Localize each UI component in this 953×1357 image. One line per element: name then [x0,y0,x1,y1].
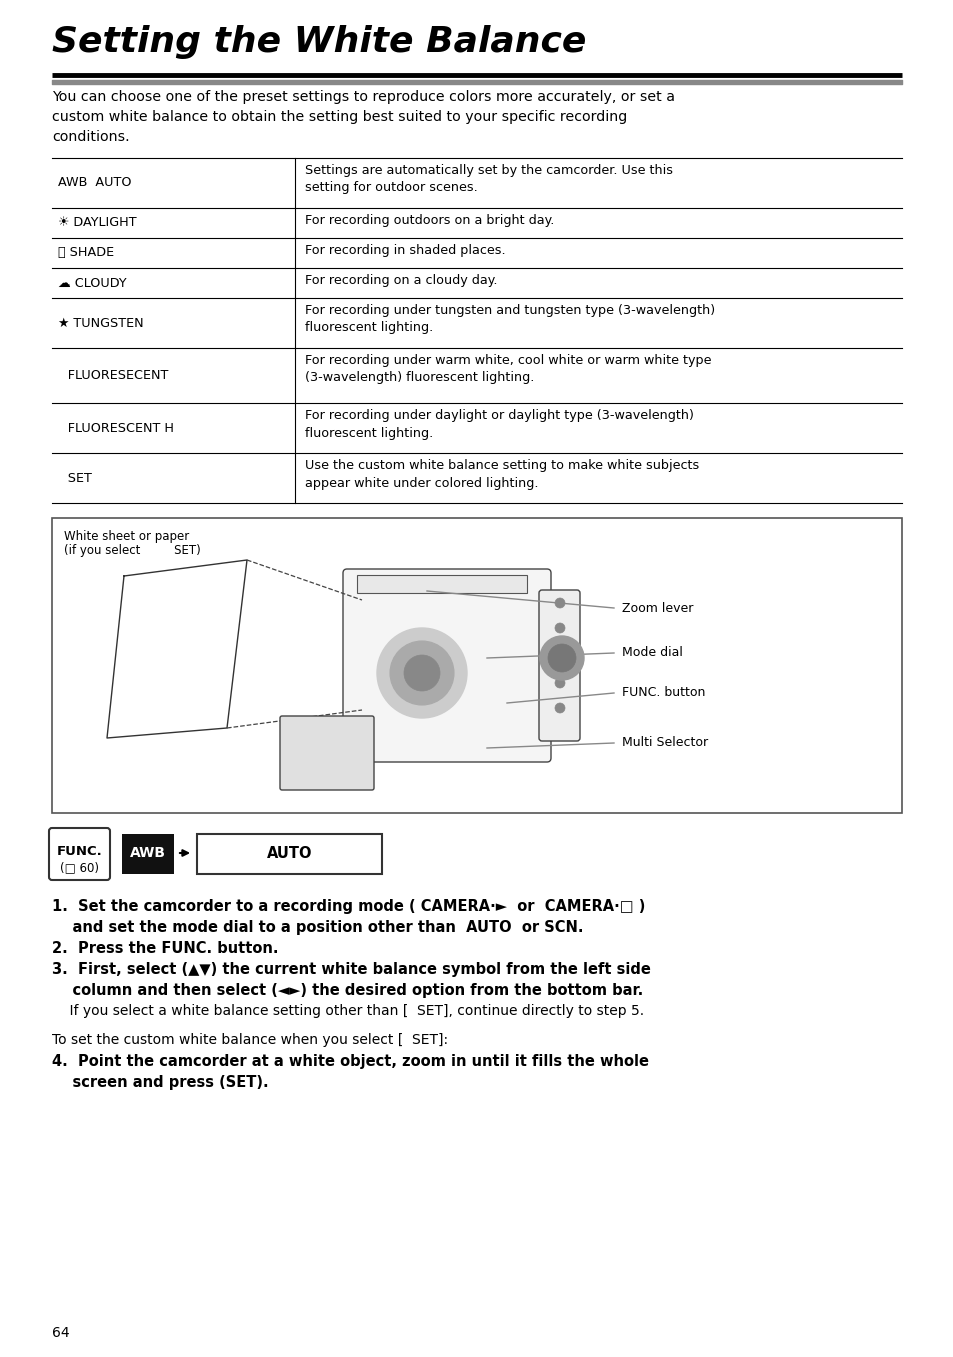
Circle shape [376,628,467,718]
Text: Zoom lever: Zoom lever [621,601,693,615]
FancyBboxPatch shape [343,569,551,763]
Text: Multi Selector: Multi Selector [621,737,707,749]
Text: column and then select (◄►) the desired option from the bottom bar.: column and then select (◄►) the desired … [52,982,642,997]
Text: 2.  Press the FUNC. button.: 2. Press the FUNC. button. [52,940,278,955]
Circle shape [555,703,564,712]
Text: ★ TUNGSTEN: ★ TUNGSTEN [58,316,144,330]
FancyBboxPatch shape [49,828,110,879]
Circle shape [555,678,564,688]
Text: AWB: AWB [130,845,166,860]
Text: ☁ CLOUDY: ☁ CLOUDY [58,277,127,289]
Text: For recording under warm white, cool white or warm white type
(3-wavelength) flu: For recording under warm white, cool whi… [305,354,711,384]
Text: FLUORESCENT H: FLUORESCENT H [58,422,173,434]
Text: 4.  Point the camcorder at a white object, zoom in until it fills the whole: 4. Point the camcorder at a white object… [52,1054,648,1069]
Text: If you select a white balance setting other than [  SET], continue directly to s: If you select a white balance setting ot… [52,1004,643,1018]
Text: For recording on a cloudy day.: For recording on a cloudy day. [305,274,497,286]
Bar [196,835,381,874]
Circle shape [390,641,454,706]
FancyBboxPatch shape [538,590,579,741]
Circle shape [539,636,583,680]
Text: Settings are automatically set by the camcorder. Use this
setting for outdoor sc: Settings are automatically set by the ca… [305,164,672,194]
Text: For recording under tungsten and tungsten type (3-wavelength)
fluorescent lighti: For recording under tungsten and tungste… [305,304,715,334]
Text: AWB  AUTO: AWB AUTO [58,176,132,190]
Circle shape [555,598,564,608]
Text: 3.  First, select (▲▼) the current white balance symbol from the left side: 3. First, select (▲▼) the current white … [52,962,650,977]
Text: ☀ DAYLIGHT: ☀ DAYLIGHT [58,217,136,229]
Text: For recording under daylight or daylight type (3-wavelength)
fluorescent lightin: For recording under daylight or daylight… [305,408,693,440]
Text: FUNC.: FUNC. [56,845,102,858]
Text: and set the mode dial to a position other than  AUTO  or SCN.: and set the mode dial to a position othe… [52,920,583,935]
FancyBboxPatch shape [280,716,374,790]
Text: Use the custom white balance setting to make white subjects
appear white under c: Use the custom white balance setting to … [305,459,699,490]
Circle shape [555,649,564,658]
Text: (if you select         SET): (if you select SET) [64,544,200,556]
Bar [356,575,526,593]
Text: White sheet or paper: White sheet or paper [64,531,189,543]
Text: SET: SET [58,471,91,484]
Text: 1.  Set the camcorder to a recording mode ( CAMERA·►  or  CAMERA·□ ): 1. Set the camcorder to a recording mode… [52,898,644,915]
Text: To set the custom white balance when you select [  SET]:: To set the custom white balance when you… [52,1033,448,1048]
Text: Setting the White Balance: Setting the White Balance [52,24,586,58]
Text: FUNC. button: FUNC. button [621,687,704,699]
Text: AUTO: AUTO [267,845,312,860]
Circle shape [547,645,576,672]
Text: ⛅ SHADE: ⛅ SHADE [58,247,114,259]
Text: 64: 64 [52,1326,70,1339]
Text: screen and press (SET).: screen and press (SET). [52,1075,269,1090]
Circle shape [555,623,564,632]
Text: For recording outdoors on a bright day.: For recording outdoors on a bright day. [305,214,554,227]
Bar [52,518,901,813]
Bar [122,835,173,874]
Text: For recording in shaded places.: For recording in shaded places. [305,244,505,256]
Text: You can choose one of the preset settings to reproduce colors more accurately, o: You can choose one of the preset setting… [52,90,675,144]
Text: (□ 60): (□ 60) [60,860,99,874]
Text: Mode dial: Mode dial [621,646,682,660]
Circle shape [403,655,439,691]
Text: FLUORESECENT: FLUORESECENT [58,369,168,383]
